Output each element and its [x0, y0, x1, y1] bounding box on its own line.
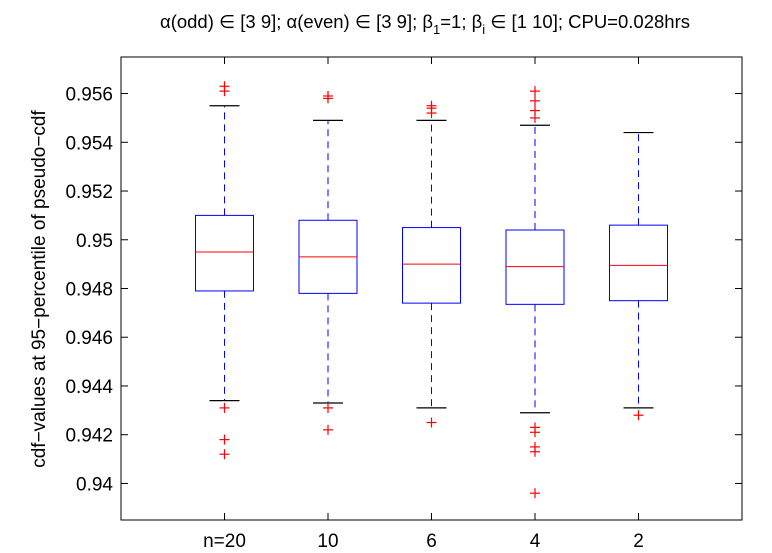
chart-title: α(odd) ∈ [3 9]; α(even) ∈ [3 9]; β1=1; β…	[160, 11, 690, 37]
outlier-marker	[219, 86, 230, 97]
x-tick-label: n=20	[203, 531, 246, 552]
y-tick-label: 0.95	[76, 231, 113, 252]
outlier-marker	[530, 488, 540, 499]
outlier-marker	[323, 402, 333, 413]
x-tick-label: 4	[530, 531, 541, 552]
box-group	[298, 90, 358, 435]
outlier-marker	[219, 434, 230, 445]
iqr-box	[609, 224, 668, 302]
outlier-marker	[323, 424, 333, 435]
title-subscript-1: 1	[433, 22, 440, 37]
outlier-marker	[530, 446, 540, 457]
y-tick-label: 0.94	[76, 474, 113, 495]
box-group	[195, 81, 254, 460]
outlier-marker	[426, 417, 437, 428]
y-tick-label: 0.942	[65, 426, 113, 447]
y-tick-label: 0.954	[65, 133, 113, 154]
y-tick-label: 0.944	[65, 377, 113, 398]
x-tick-label: 10	[317, 531, 338, 552]
outlier-marker	[530, 95, 540, 106]
title-part-3: ∈ [1 10]; CPU=0.028hrs	[485, 11, 690, 32]
box-group	[505, 86, 565, 499]
iqr-box	[195, 214, 254, 292]
y-axis-label: cdf−values at 95−percentile of pseudo−cd…	[29, 110, 50, 468]
plot-frame	[120, 56, 743, 521]
y-tick-label: 0.956	[65, 85, 113, 106]
y-tick-label: 0.946	[65, 328, 113, 349]
outlier-marker	[323, 93, 333, 104]
title-subscript-2: i	[482, 22, 485, 37]
iqr-box	[402, 227, 461, 304]
outlier-marker	[219, 402, 230, 413]
x-tick-label: 2	[633, 531, 644, 552]
title-part-2: =1; β	[440, 11, 482, 32]
box-group	[609, 131, 668, 421]
iqr-box	[505, 229, 565, 305]
outlier-marker	[530, 86, 540, 97]
outlier-marker	[426, 108, 437, 119]
outlier-marker	[530, 427, 540, 438]
y-tick-label: 0.952	[65, 182, 113, 203]
x-tick-label: 6	[426, 531, 437, 552]
y-tick-label: 0.948	[65, 280, 113, 301]
box-group	[402, 100, 461, 428]
ticks-layer: 0.94 0.942 0.944 0.946 0.948 0.95 0.952 0.954 0.…	[65, 57, 742, 552]
title-part-1: α(odd) ∈ [3 9]; α(even) ∈ [3 9]; β	[160, 11, 433, 32]
outlier-marker	[633, 410, 644, 421]
outlier-marker	[219, 449, 230, 460]
outlier-marker	[530, 112, 540, 123]
boxes-layer	[195, 81, 668, 499]
